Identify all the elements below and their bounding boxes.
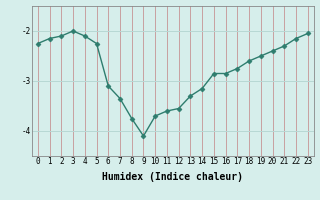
X-axis label: Humidex (Indice chaleur): Humidex (Indice chaleur) [102, 172, 243, 182]
